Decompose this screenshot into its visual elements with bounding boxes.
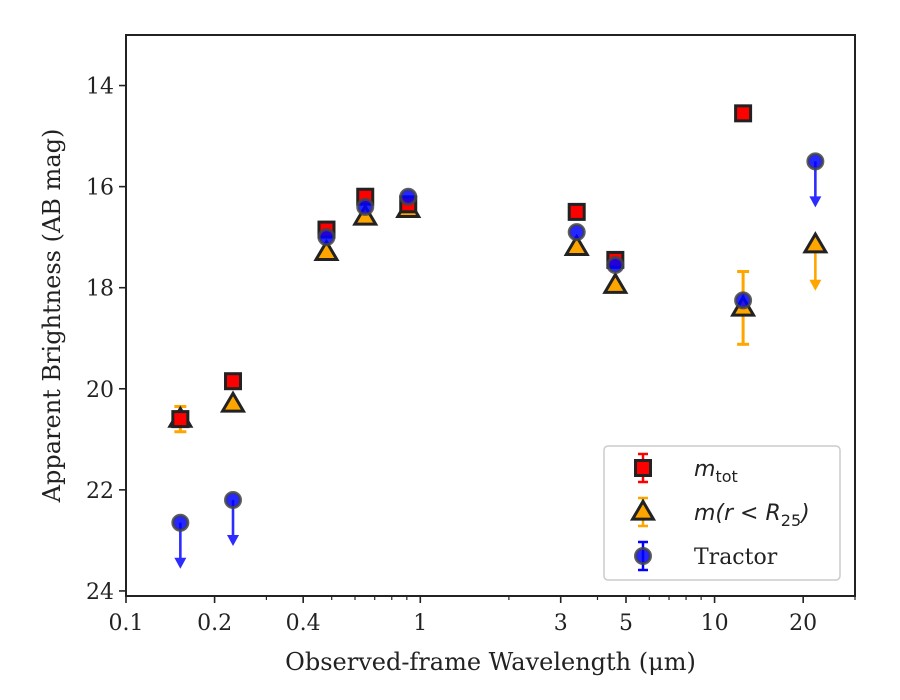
x-tick-label: 0.4 [286,611,321,636]
upper-limit-arrow-head [227,534,240,546]
y-axis-label: Apparent Brightness (AB mag) [38,129,66,504]
x-tick-label: 0.2 [197,611,232,636]
x-tick-label: 3 [554,611,568,636]
circle-marker [606,255,625,274]
square-marker [171,410,190,429]
x-axis-label: Observed-frame Wavelength (μm) [285,648,696,676]
legend-label: m(r < R25) [694,501,810,530]
circle-marker [806,152,825,171]
legend-label: Tractor [694,545,778,570]
y-tick-label: 16 [86,176,114,201]
square-marker [634,459,652,477]
y-tick-label: 18 [86,277,114,302]
square-marker [224,372,243,391]
square-marker [734,104,753,123]
triangle-marker [602,271,629,294]
triangle-marker [629,498,657,521]
plot-frame [125,34,856,597]
y-tick-label: 14 [86,75,114,100]
triangle-marker [802,231,829,254]
y-tick-label: 20 [86,378,114,403]
x-tick-label: 5 [619,611,633,636]
x-tick-label: 10 [701,611,729,636]
x-tick-label: 1 [413,611,427,636]
triangle-marker [313,238,340,262]
circle-marker [734,291,753,310]
circle-marker [567,223,586,242]
square-marker [567,202,586,221]
circle-marker [399,187,418,206]
upper-limit-arrow-head [809,196,822,208]
legend: mtot m(r < R25) Tractor [603,445,841,581]
upper-limit-arrow-head [174,557,187,569]
upper-limit-arrow-head [809,279,822,291]
circle-marker [171,513,190,532]
legend-entry-mtot: mtot [634,452,738,486]
circle-marker [317,228,336,247]
triangle-marker [563,233,590,256]
circle-marker [224,490,243,509]
x-tick-label: 0.1 [109,611,144,636]
legend-entry-mr25: m(r < R25) [629,496,810,530]
series-layer [167,104,829,569]
series-tractor [171,152,825,569]
legend-entry-tractor: Tractor [634,540,778,572]
circle-marker [356,197,375,216]
y-tick-label: 24 [86,580,114,605]
legend-box [603,445,841,581]
circle-marker [634,547,652,565]
axes: 0.1 0.2 0.4 1 3 5 10 20 14 16 18 20 22 24 [86,75,856,636]
triangle-marker [219,390,247,413]
legend-label: mtot [694,457,738,486]
x-tick-label: 20 [789,611,817,636]
y-tick-label: 22 [86,479,114,504]
